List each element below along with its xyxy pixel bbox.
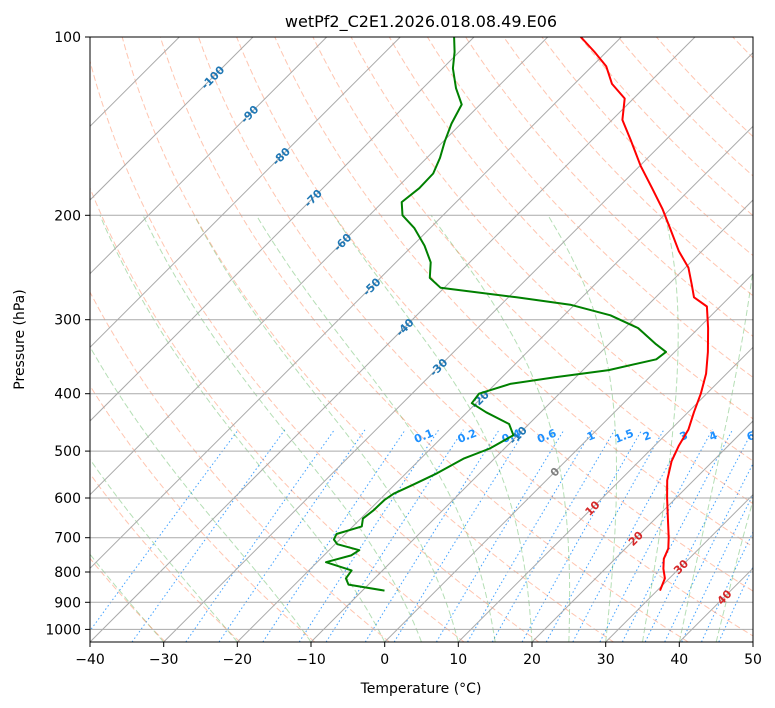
isotherm-line — [90, 37, 696, 642]
y-tick-label: 700 — [54, 531, 81, 547]
y-tick-label: 100 — [54, 30, 81, 46]
moist-adiabat-line — [715, 498, 753, 642]
dry-adiabat-line — [312, 37, 753, 505]
plot-frame — [89, 36, 754, 643]
dry-adiabat-line — [159, 37, 689, 642]
moist-adiabat-line — [255, 215, 496, 642]
isotherm-line — [90, 37, 622, 570]
dry-adiabats — [90, 37, 753, 642]
isotherm-line — [605, 493, 753, 642]
dry-adiabat-line — [90, 472, 241, 642]
mixing-ratio-line — [185, 429, 335, 642]
isotherm-line — [90, 37, 328, 275]
moist-adiabat-line — [90, 345, 312, 642]
dry-adiabat-line — [90, 291, 390, 642]
mixing-ratio-line — [701, 530, 753, 642]
y-axis-label: Pressure (hPa) — [12, 289, 28, 389]
x-tick-label: 10 — [449, 652, 467, 668]
moist-adiabat-line — [678, 265, 753, 642]
x-axis-label: Temperature (°C) — [360, 681, 482, 697]
moist-adiabat-line — [142, 215, 422, 642]
dry-adiabat-line — [198, 37, 753, 637]
isotherm-line — [90, 37, 254, 201]
moist-adiabats — [90, 215, 753, 642]
y-tick-label: 500 — [54, 444, 81, 460]
y-tick-label: 900 — [54, 595, 81, 611]
mixing-ratio-line — [218, 429, 366, 642]
moist-adiabat-line — [642, 215, 679, 642]
dry-adiabat-line — [121, 37, 614, 642]
moist-adiabat-line — [90, 553, 165, 642]
isotherm-line — [310, 199, 753, 642]
mixing-ratio-line — [467, 429, 593, 642]
isotherm-line — [236, 125, 753, 642]
dry-adiabat-line — [541, 37, 753, 257]
dry-adiabat-line — [350, 37, 753, 462]
isotherm-line — [457, 346, 753, 642]
mixing-ratio-label: 2 — [641, 429, 653, 444]
y-tick-label: 200 — [54, 208, 81, 224]
x-tick-label: −40 — [75, 652, 105, 668]
moist-adiabat-line — [547, 215, 617, 642]
pressure-gridlines — [90, 37, 753, 630]
profile-series — [325, 37, 710, 592]
dewpoint-profile-line — [325, 37, 667, 592]
mixing-ratio-lines — [90, 429, 753, 642]
mixing-ratio-line — [262, 429, 406, 642]
mixing-ratio-label: 1 — [585, 429, 597, 444]
y-tick-label: 1000 — [45, 622, 81, 638]
mixing-ratio-line — [545, 429, 665, 642]
x-tick-label: −20 — [223, 652, 253, 668]
x-tick-label: 0 — [380, 652, 389, 668]
x-tick-label: 20 — [523, 652, 541, 668]
isotherm-line — [384, 272, 753, 642]
x-tick-label: −10 — [296, 652, 326, 668]
y-tick-label: 800 — [54, 565, 81, 581]
moist-adiabat-line — [193, 215, 459, 642]
isotherm-line — [90, 37, 475, 422]
dry-adiabat-line — [579, 37, 753, 217]
moist-adiabat-line — [333, 215, 533, 642]
dry-adiabat-line — [236, 37, 753, 592]
mixing-ratio-label: 6 — [745, 429, 757, 444]
dry-adiabat-line — [90, 59, 540, 642]
mixing-ratio-line — [572, 429, 689, 642]
mixing-ratio-line — [491, 429, 616, 642]
moist-adiabat-line — [90, 458, 238, 642]
dry-adiabat-line — [90, 384, 316, 642]
isotherm-line — [163, 51, 753, 642]
x-tick-label: −30 — [149, 652, 179, 668]
isotherm-line — [531, 420, 753, 642]
isotherm-line — [90, 37, 401, 349]
x-tick-label: 30 — [597, 652, 615, 668]
mixing-ratio-line — [393, 429, 527, 642]
y-tick-label: 300 — [54, 313, 81, 329]
mixing-ratio-line — [364, 429, 500, 642]
temperature-profile-line — [580, 37, 710, 591]
x-axis-ticks: −40 −30 −20 −10 0 10 20 30 40 50 — [75, 642, 762, 668]
mixing-ratio-line — [521, 429, 643, 642]
x-tick-label: 50 — [744, 652, 762, 668]
x-tick-label: 40 — [670, 652, 688, 668]
mixing-ratio-line — [435, 429, 565, 642]
y-axis-ticks: 100 200 300 400 500 600 700 800 900 1000 — [45, 30, 90, 638]
y-tick-label: 600 — [54, 491, 81, 507]
dry-adiabat-line — [503, 37, 753, 297]
mixing-ratio-line — [664, 462, 753, 642]
y-tick-label: 400 — [54, 387, 81, 403]
chart-title: wetPf2_C2E1.2026.018.08.49.E06 — [285, 12, 557, 32]
dry-adiabat-line — [90, 186, 465, 642]
